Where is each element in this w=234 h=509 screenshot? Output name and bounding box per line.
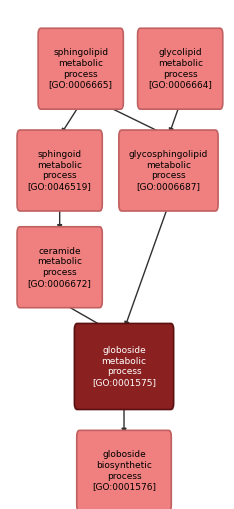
FancyBboxPatch shape bbox=[74, 324, 174, 409]
FancyBboxPatch shape bbox=[38, 29, 123, 109]
Text: glycolipid
metabolic
process
[GO:0006664]: glycolipid metabolic process [GO:0006664… bbox=[148, 48, 212, 90]
Text: sphingolipid
metabolic
process
[GO:0006665]: sphingolipid metabolic process [GO:00066… bbox=[49, 48, 113, 90]
FancyBboxPatch shape bbox=[17, 227, 102, 307]
FancyBboxPatch shape bbox=[17, 130, 102, 211]
Text: ceramide
metabolic
process
[GO:0006672]: ceramide metabolic process [GO:0006672] bbox=[28, 246, 91, 288]
FancyBboxPatch shape bbox=[77, 431, 171, 509]
Text: sphingoid
metabolic
process
[GO:0046519]: sphingoid metabolic process [GO:0046519] bbox=[28, 150, 91, 191]
Text: glycosphingolipid
metabolic
process
[GO:0006687]: glycosphingolipid metabolic process [GO:… bbox=[129, 150, 208, 191]
Text: globoside
metabolic
process
[GO:0001575]: globoside metabolic process [GO:0001575] bbox=[92, 346, 156, 387]
FancyBboxPatch shape bbox=[138, 29, 223, 109]
FancyBboxPatch shape bbox=[119, 130, 218, 211]
Text: globoside
biosynthetic
process
[GO:0001576]: globoside biosynthetic process [GO:00015… bbox=[92, 450, 156, 492]
